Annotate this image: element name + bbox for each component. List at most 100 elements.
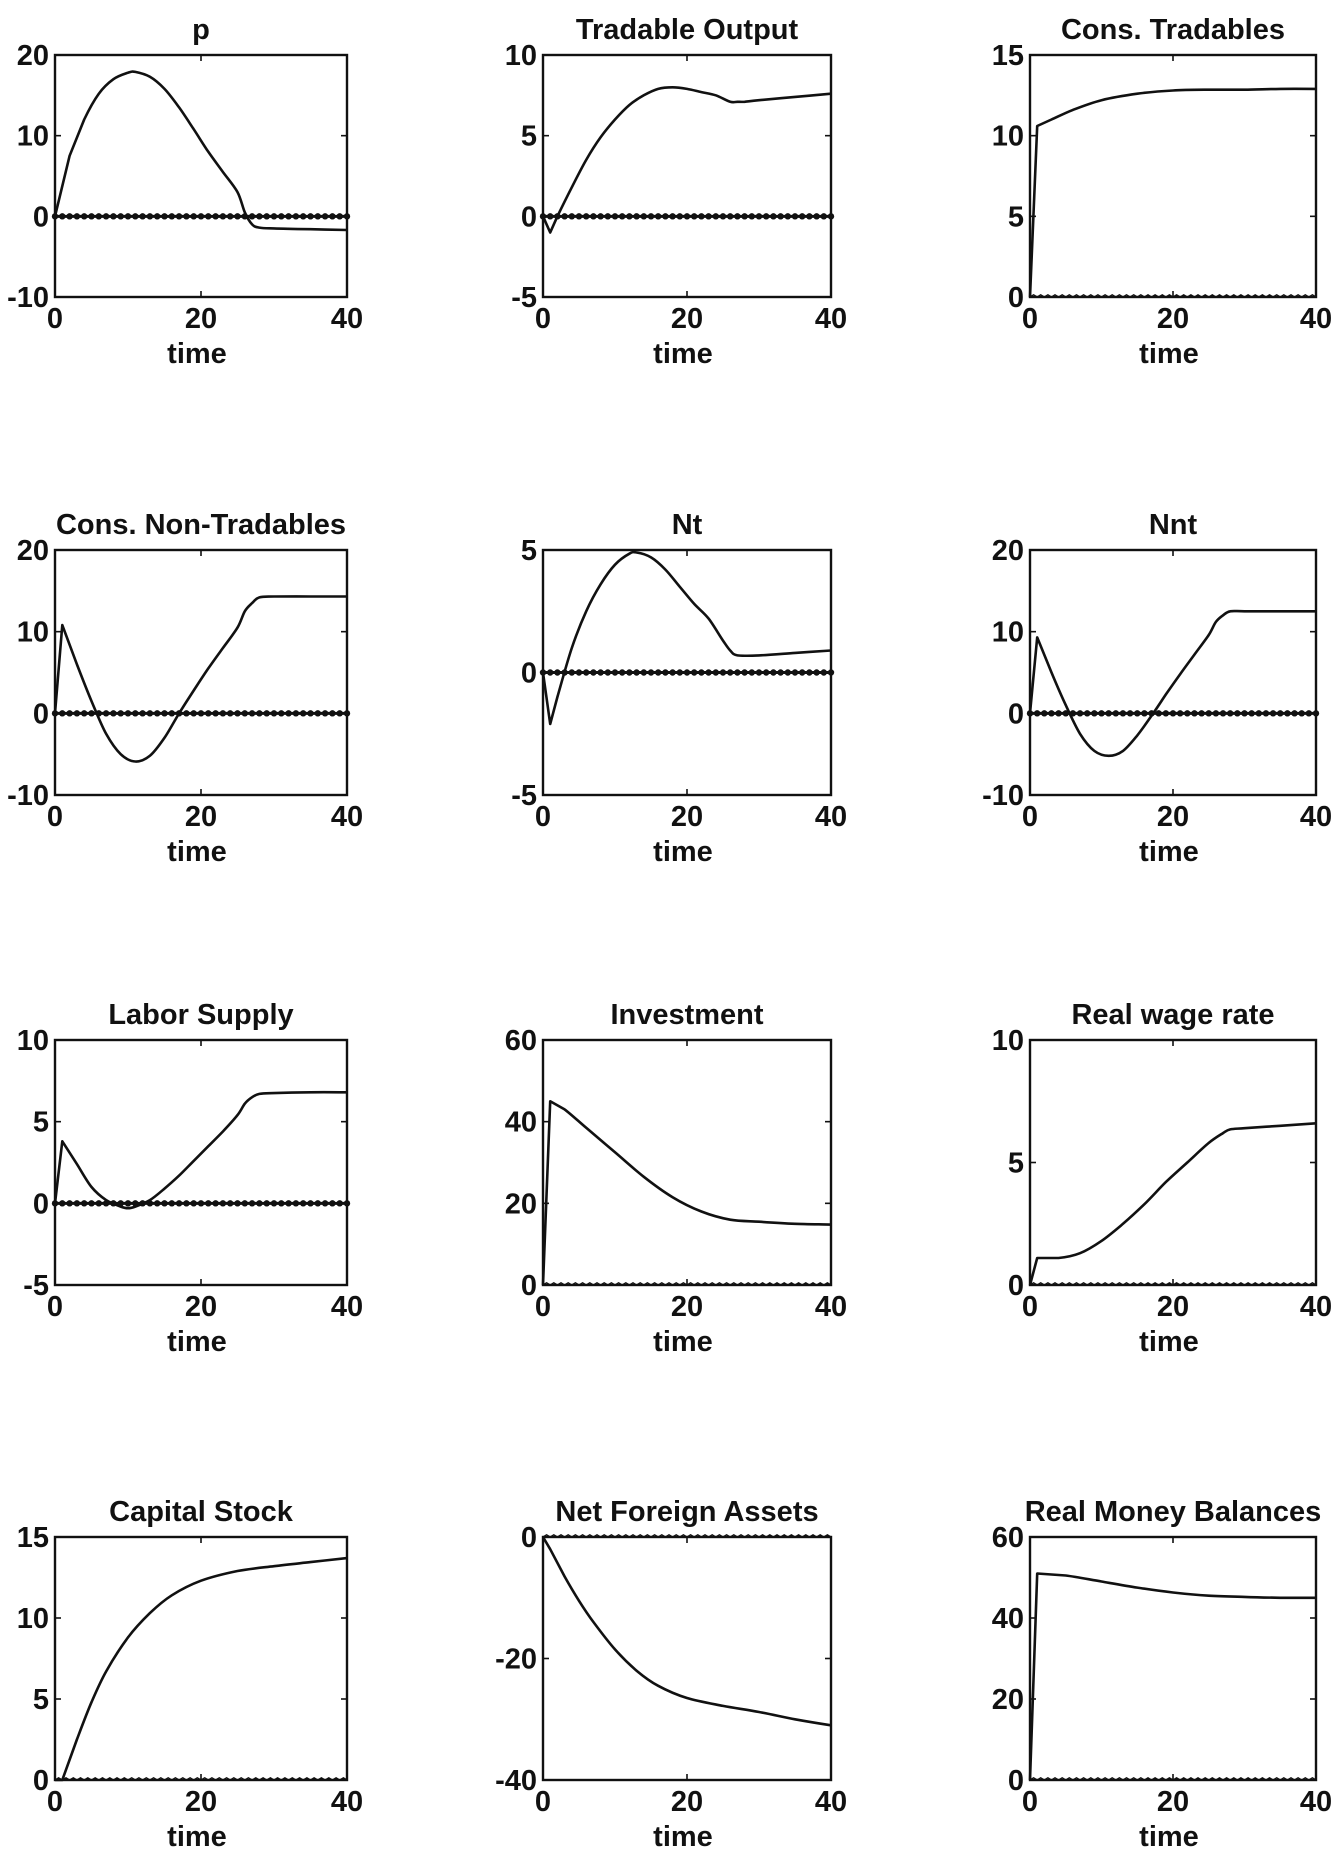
baseline-point [66, 213, 73, 220]
baseline-series-line [1029, 1281, 1317, 1286]
response-series-line [541, 550, 832, 726]
plot-frame [1028, 548, 1318, 797]
baseline-point [73, 710, 81, 717]
y-tick-label: 10 [992, 1025, 1024, 1057]
baseline-point [777, 213, 784, 220]
baseline-point [132, 1200, 139, 1207]
baseline-point [117, 710, 124, 717]
y-tick-label: -5 [23, 1270, 49, 1302]
y-tick-label: 0 [1008, 1270, 1024, 1302]
baseline-point [676, 669, 683, 676]
baseline-point [227, 213, 234, 220]
panel-title: p [192, 14, 210, 46]
baseline-point [698, 669, 705, 676]
baseline-point [314, 1200, 321, 1207]
baseline-point [248, 710, 256, 717]
baseline-point [314, 213, 321, 220]
baseline-point [270, 1200, 278, 1207]
x-tick-label: 20 [185, 1786, 217, 1818]
baseline-point [554, 669, 561, 676]
baseline-point [139, 213, 146, 220]
response-series-line [53, 595, 347, 763]
baseline-point [662, 669, 669, 676]
chart-panel-12: Real Money Balances 0 20 40 60 0 20 40 time [992, 1496, 1332, 1853]
baseline-point [813, 669, 820, 676]
baseline-point [212, 1200, 219, 1207]
baseline-point [1148, 710, 1155, 717]
y-tick-label: 20 [992, 535, 1024, 567]
baseline-point [102, 710, 110, 717]
y-tick-label: -10 [7, 780, 49, 812]
x-axis-label: time [653, 1326, 713, 1358]
x-tick-label: 20 [185, 1291, 217, 1323]
y-tick-label: 20 [992, 1684, 1024, 1716]
x-tick-label: 20 [1157, 1291, 1189, 1323]
baseline-point [175, 710, 183, 717]
x-tick-label: 40 [1300, 801, 1332, 833]
baseline-point [777, 669, 784, 676]
baseline-point [307, 710, 314, 717]
x-tick-label: 40 [815, 1291, 847, 1323]
baseline-point [647, 669, 655, 676]
baseline-point [205, 710, 212, 717]
baseline-point [168, 710, 175, 717]
baseline-point [146, 213, 154, 220]
baseline-point [640, 669, 647, 676]
baseline-point [270, 710, 278, 717]
x-axis-label: time [167, 1326, 227, 1358]
baseline-point [1076, 710, 1084, 717]
baseline-point [241, 1200, 248, 1207]
x-tick-label: 40 [331, 303, 363, 335]
baseline-point [1069, 710, 1077, 717]
y-tick-label: 60 [992, 1522, 1024, 1554]
response-series-line [541, 86, 832, 234]
x-axis-label: time [1139, 1821, 1199, 1853]
baseline-point [183, 1200, 190, 1207]
baseline-point [336, 1200, 343, 1207]
baseline-point [146, 1200, 154, 1207]
baseline-point [248, 213, 256, 220]
baseline-point [770, 213, 777, 220]
baseline-point [1255, 710, 1263, 717]
baseline-point [799, 669, 806, 676]
baseline-point [329, 213, 336, 220]
baseline-point [88, 710, 95, 717]
y-tick-label: 5 [33, 1684, 49, 1716]
baseline-point [219, 213, 227, 220]
baseline-point [336, 710, 343, 717]
y-tick-label: 40 [505, 1107, 537, 1139]
plot-frame [541, 53, 833, 299]
baseline-point [205, 213, 212, 220]
panel-title: Investment [610, 999, 763, 1031]
chart-panel-10: Capital Stock 0 5 10 15 0 20 40 time [17, 1496, 363, 1853]
baseline-point [1212, 710, 1220, 717]
baseline-point [691, 669, 698, 676]
response-series-line [1028, 87, 1317, 298]
baseline-point [806, 669, 813, 676]
baseline-point [1191, 710, 1198, 717]
baseline-point [561, 213, 568, 220]
panel-title: Labor Supply [108, 999, 293, 1031]
baseline-point [1205, 710, 1212, 717]
panel-title: Nnt [1149, 509, 1198, 541]
baseline-point [227, 1200, 234, 1207]
baseline-point [626, 669, 633, 676]
baseline-point [1112, 710, 1120, 717]
baseline-point [655, 669, 662, 676]
baseline-point [1241, 710, 1248, 717]
baseline-point [285, 213, 292, 220]
baseline-series-line [1029, 293, 1317, 298]
baseline-point [1098, 710, 1105, 717]
baseline-point [132, 710, 139, 717]
baseline-point [547, 213, 554, 220]
baseline-point [190, 213, 197, 220]
baseline-point [1277, 710, 1284, 717]
chart-panel-3: Cons. Tradables 0 5 10 15 0 20 40 time [992, 14, 1332, 370]
y-tick-label: 10 [17, 1025, 49, 1057]
baseline-point [321, 710, 329, 717]
baseline-point [705, 213, 712, 220]
baseline-point [619, 669, 626, 676]
x-tick-label: 0 [47, 1291, 63, 1323]
